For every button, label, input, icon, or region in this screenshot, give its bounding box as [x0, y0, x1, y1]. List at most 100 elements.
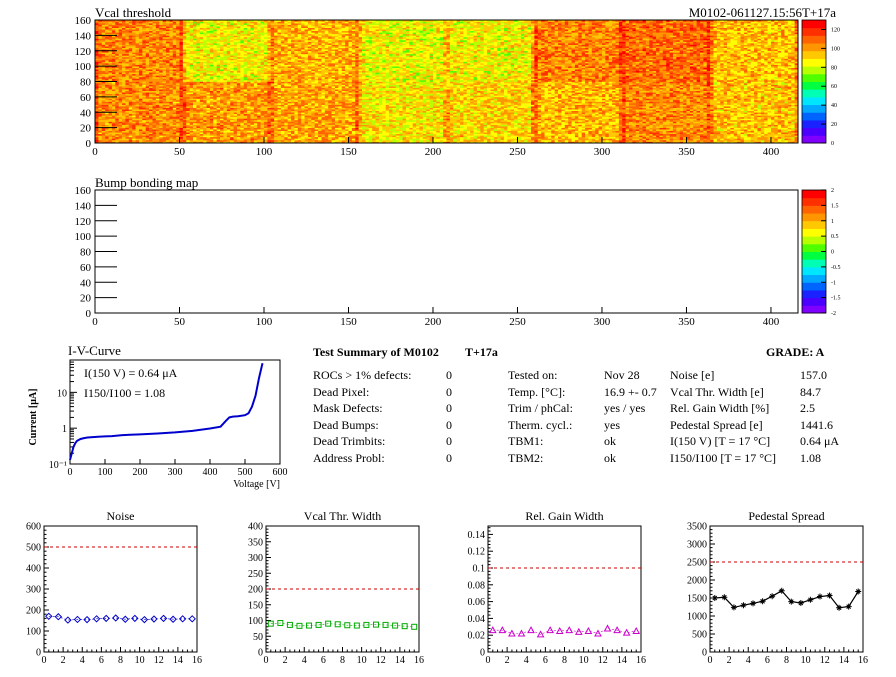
- heatmap-cell: [463, 130, 468, 133]
- heatmap-cell: [466, 130, 471, 133]
- heatmap-cell: [375, 109, 380, 112]
- heatmap-cell: [277, 90, 282, 93]
- heatmap-cell: [115, 106, 119, 108]
- heatmap-cell: [193, 129, 197, 131]
- heatmap-cell: [196, 81, 201, 84]
- heatmap-cell: [138, 132, 143, 135]
- heatmap-cell: [416, 92, 420, 95]
- heatmap-cell: [149, 81, 153, 84]
- heatmap-cell: [432, 138, 437, 141]
- heatmap-cell: [338, 96, 343, 99]
- heatmap-cell: [189, 135, 194, 138]
- heatmap-cell: [358, 109, 363, 112]
- heatmap-cell: [294, 136, 299, 139]
- heatmap-cell: [243, 95, 248, 98]
- heatmap-cell: [284, 87, 288, 90]
- heatmap-cell: [497, 132, 501, 135]
- heatmap-cell: [125, 89, 130, 92]
- heatmap-cell: [260, 99, 265, 102]
- heatmap-cell: [409, 110, 413, 113]
- heatmap-cell: [304, 81, 309, 84]
- heatmap-cell: [382, 84, 386, 87]
- heatmap-cell: [324, 86, 329, 88]
- heatmap-cell: [209, 129, 214, 131]
- heatmap-cell: [257, 127, 261, 130]
- heatmap-cell: [382, 96, 386, 99]
- heatmap-cell: [213, 115, 217, 118]
- heatmap-cell: [193, 84, 197, 87]
- heatmap-cell: [311, 141, 315, 144]
- heatmap-cell: [267, 103, 272, 105]
- heatmap-cell: [277, 139, 282, 142]
- heatmap-cell: [432, 132, 437, 135]
- heatmap-cell: [118, 130, 123, 133]
- heatmap-cell: [402, 98, 407, 101]
- heatmap-cell: [287, 107, 292, 110]
- heatmap-cell: [189, 87, 194, 90]
- heatmap-cell: [182, 92, 187, 95]
- heatmap-cell: [503, 138, 508, 141]
- heatmap-cell: [284, 113, 288, 116]
- heatmap-cell: [304, 127, 309, 130]
- heatmap-cell: [240, 133, 245, 136]
- heatmap-cell: [138, 138, 143, 141]
- heatmap-cell: [429, 83, 434, 85]
- heatmap-cell: [334, 116, 339, 119]
- heatmap-cell: [432, 135, 437, 138]
- heatmap-cell: [196, 123, 201, 125]
- heatmap-cell: [138, 92, 143, 95]
- heatmap-cell: [98, 133, 103, 136]
- heatmap-cell: [338, 127, 343, 130]
- heatmap-cell: [382, 135, 386, 138]
- heatmap-cell: [307, 98, 312, 101]
- heatmap-cell: [145, 113, 150, 116]
- heatmap-cell: [105, 86, 109, 88]
- heatmap-cell: [314, 118, 319, 121]
- heatmap-cell: [186, 115, 190, 118]
- heatmap-cell: [159, 118, 163, 121]
- heatmap-cell: [422, 107, 427, 110]
- heatmap-cell: [487, 139, 491, 142]
- heatmap-cell: [240, 83, 245, 85]
- heatmap-cell: [385, 127, 390, 130]
- heatmap-cell: [311, 132, 315, 135]
- heatmap-cell: [236, 83, 241, 85]
- heatmap-cell: [179, 118, 184, 121]
- heatmap-cell: [341, 127, 346, 130]
- heatmap-cell: [253, 130, 258, 133]
- heatmap-cell: [436, 132, 441, 135]
- heatmap-cell: [294, 113, 299, 116]
- heatmap-cell: [443, 118, 447, 121]
- heatmap-cell: [345, 90, 349, 93]
- heatmap-cell: [203, 101, 207, 104]
- heatmap-cell: [128, 112, 133, 115]
- heatmap-cell: [453, 133, 457, 136]
- heatmap-cell: [307, 86, 312, 88]
- heatmap-cell: [297, 110, 302, 113]
- heatmap-cell: [115, 127, 119, 130]
- heatmap-cell: [122, 139, 126, 142]
- heatmap-cell: [365, 99, 370, 102]
- heatmap-cell: [260, 110, 265, 113]
- heatmap-cell: [105, 141, 109, 144]
- heatmap-cell: [132, 139, 136, 142]
- heatmap-cell: [257, 107, 261, 110]
- heatmap-cell: [284, 141, 288, 144]
- heatmap-cell: [220, 83, 224, 85]
- heatmap-cell: [115, 107, 119, 110]
- heatmap-cell: [176, 104, 180, 107]
- heatmap-cell: [311, 87, 315, 90]
- heatmap-cell: [311, 119, 315, 122]
- heatmap-cell: [145, 118, 150, 121]
- heatmap-cell: [267, 98, 272, 101]
- heatmap-cell: [399, 106, 403, 108]
- heatmap-cell: [365, 92, 370, 95]
- heatmap-cell: [402, 115, 407, 118]
- heatmap-cell: [294, 119, 299, 122]
- heatmap-cell: [186, 89, 190, 92]
- heatmap-cell: [416, 103, 420, 105]
- heatmap-cell: [152, 87, 157, 90]
- heatmap-cell: [203, 138, 207, 141]
- heatmap-cell: [365, 136, 370, 139]
- heatmap-cell: [291, 101, 295, 104]
